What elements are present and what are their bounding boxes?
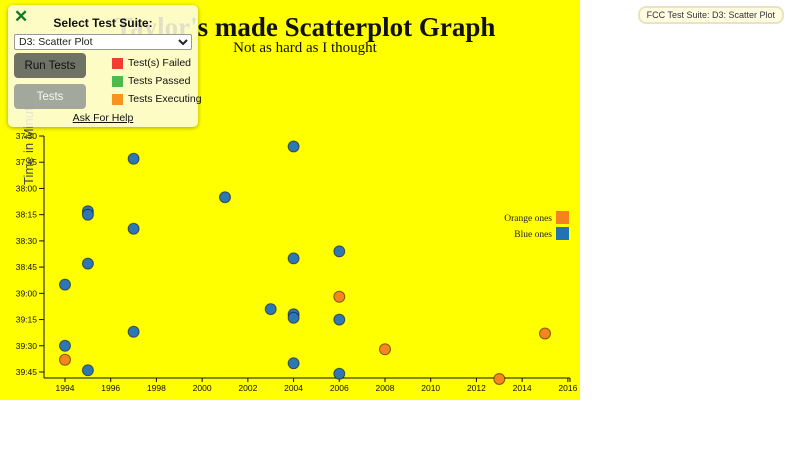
chart-legend-label: Blue ones	[514, 230, 552, 240]
x-tick-label: 2012	[467, 383, 486, 393]
y-tick-label: 39:45	[16, 367, 38, 377]
data-point[interactable]	[59, 278, 71, 291]
data-point[interactable]	[59, 339, 71, 352]
data-point[interactable]	[219, 191, 231, 204]
test-suite-select[interactable]: D3: Scatter Plot	[14, 34, 192, 50]
data-point[interactable]	[333, 313, 346, 326]
x-tick-label: 1994	[56, 383, 75, 393]
y-tick-label: 38:45	[16, 262, 38, 272]
failed-swatch-icon	[112, 57, 123, 69]
data-point[interactable]	[287, 311, 300, 324]
y-tick-label: 39:30	[16, 341, 38, 351]
legend-row-failed: Test(s) Failed	[112, 57, 191, 69]
y-tick-label: 37:30	[16, 131, 38, 141]
plot-svg: 1994 1996 1998 2000 2002 2004 2006 2008 2010 2012…	[16, 93, 578, 393]
data-point[interactable]	[81, 208, 94, 221]
x-tick-label: 1998	[147, 383, 166, 393]
ask-for-help-link[interactable]: Ask For Help	[72, 112, 134, 124]
fcc-test-panel: ✕ Select Test Suite: D3: Scatter Plot Ru…	[8, 5, 202, 127]
run-tests-button[interactable]: Run Tests	[14, 53, 86, 78]
data-point[interactable]	[333, 245, 346, 258]
passed-swatch-icon	[112, 75, 123, 87]
data-point[interactable]	[287, 140, 300, 153]
y-tick-label: 38:00	[16, 183, 38, 193]
data-point[interactable]	[81, 364, 94, 377]
chart-legend-swatch-icon	[556, 227, 569, 240]
x-tick-label: 2014	[513, 383, 532, 393]
x-tick-label: 2008	[376, 383, 395, 393]
chart-subtitle: Not as hard as I thought	[233, 40, 377, 56]
passed-label: Tests Passed	[128, 75, 191, 87]
data-point[interactable]	[127, 222, 140, 235]
y-tick-label: 38:30	[16, 236, 38, 246]
data-point[interactable]	[287, 252, 300, 265]
data-point[interactable]	[287, 357, 300, 370]
data-point[interactable]	[333, 290, 346, 303]
legend-row-passed: Tests Passed	[112, 75, 190, 87]
x-tick-label: 1996	[101, 383, 120, 393]
data-point[interactable]	[539, 327, 551, 340]
data-point[interactable]	[59, 353, 71, 366]
x-tick-label: 2006	[330, 383, 349, 393]
y-tick-label: 39:15	[16, 315, 38, 325]
close-icon[interactable]: ✕	[14, 7, 29, 26]
executing-label: Tests Executing	[128, 93, 202, 105]
x-tick-label: 2016	[558, 383, 577, 393]
data-point[interactable]	[127, 152, 140, 165]
tests-button[interactable]: Tests	[14, 84, 86, 109]
y-tick-label: 37:45	[16, 157, 38, 167]
failed-label: Test(s) Failed	[128, 57, 192, 69]
x-tick-label: 2004	[284, 383, 303, 393]
data-point[interactable]	[127, 325, 140, 338]
executing-swatch-icon	[112, 93, 123, 105]
x-tick-label: 2010	[421, 383, 440, 393]
data-point[interactable]	[81, 257, 94, 270]
y-tick-label: 39:00	[16, 288, 38, 298]
chart-legend-swatch-icon	[556, 211, 569, 224]
y-tick-label: 38:15	[16, 210, 38, 220]
panel-title: Select Test Suite:	[53, 16, 153, 30]
x-tick-label: 2000	[193, 383, 212, 393]
fcc-test-suite-badge: FCC Test Suite: D3: Scatter Plot	[637, 6, 784, 24]
chart-legend-label: Orange ones	[504, 214, 552, 224]
data-point[interactable]	[333, 367, 346, 380]
legend-row-executing: Tests Executing	[112, 93, 202, 105]
data-point[interactable]	[493, 373, 506, 385]
x-tick-label: 2002	[238, 383, 257, 393]
data-point[interactable]	[264, 303, 277, 316]
data-point[interactable]	[379, 343, 391, 356]
